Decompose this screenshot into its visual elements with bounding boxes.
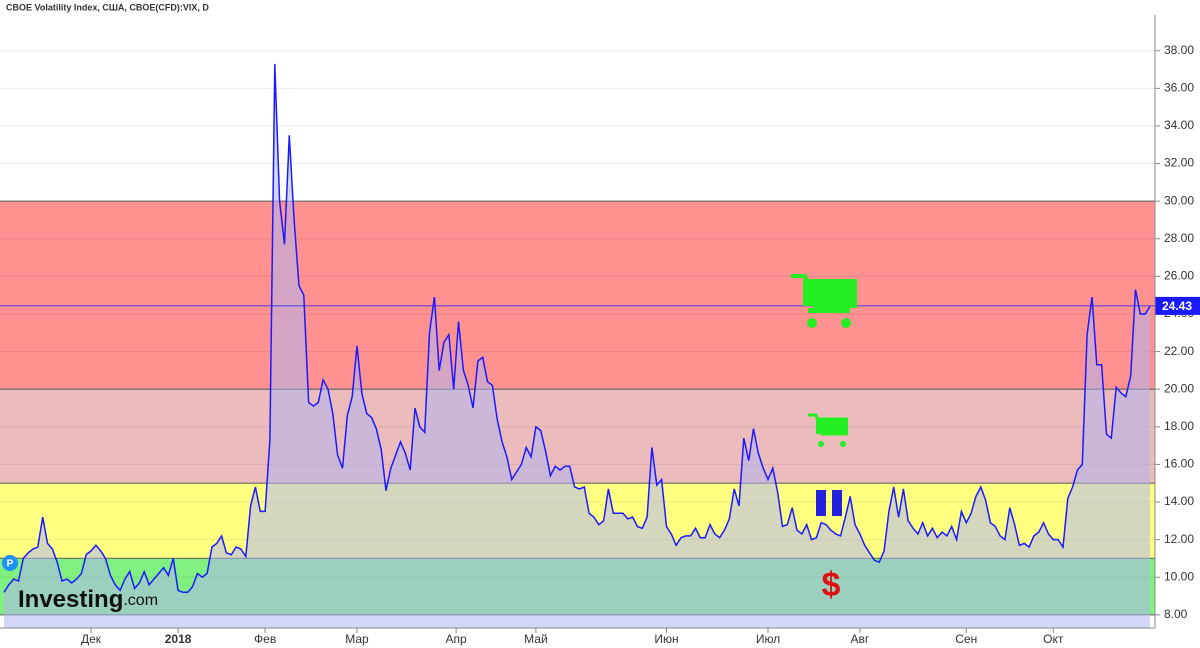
y-tick-label: 14.00 — [1164, 494, 1194, 508]
x-tick-label: Дек — [81, 632, 102, 646]
x-tick-label: Сен — [955, 632, 977, 646]
y-tick-label: 26.00 — [1164, 269, 1194, 283]
cart-icon-large — [791, 274, 857, 328]
y-tick-label: 34.00 — [1164, 118, 1194, 132]
x-tick-label: Июн — [654, 632, 678, 646]
x-tick-label: Июл — [756, 632, 780, 646]
y-tick-label: 32.00 — [1164, 156, 1194, 170]
dollar-icon: $ — [822, 566, 841, 604]
logo-suffix: .com — [123, 592, 158, 609]
band — [0, 201, 1155, 390]
marker-label: P — [7, 559, 14, 570]
x-tick-label: 2018 — [165, 632, 192, 646]
chart-title: CBOE Volatility Index, США, CBOE(CFD):VI… — [6, 2, 209, 12]
x-tick-label: Май — [524, 632, 548, 646]
y-tick-label: 8.00 — [1164, 607, 1188, 621]
pause-icon — [816, 490, 842, 516]
band — [0, 389, 1155, 484]
y-tick-label: 36.00 — [1164, 81, 1194, 95]
marker-badge — [2, 555, 18, 571]
logo: Investing.com — [18, 586, 158, 613]
x-tick-label: Авг — [850, 632, 869, 646]
cart-icon-small — [808, 413, 848, 447]
y-tick-label: 12.00 — [1164, 532, 1194, 546]
y-tick-label: 30.00 — [1164, 193, 1194, 207]
plot: 24.43 — [0, 63, 1200, 628]
last-value-label: 24.43 — [1162, 299, 1192, 313]
x-tick-label: Мар — [345, 632, 369, 646]
x-tick-label: Окт — [1043, 632, 1064, 646]
y-tick-label: 28.00 — [1164, 231, 1194, 245]
logo-main: Investing — [18, 586, 123, 613]
x-tick-label: Апр — [446, 632, 468, 646]
grid: 8.00 10.00 12.00 14.00 16.00 18.00 20.00 22.00 2… — [0, 43, 1194, 646]
area-fill — [4, 63, 1150, 628]
x-tick-label: Фев — [254, 632, 276, 646]
last-value-badge — [1155, 296, 1200, 315]
y-tick-label: 38.00 — [1164, 43, 1194, 57]
y-tick-label: 10.00 — [1164, 569, 1194, 583]
y-tick-label: 16.00 — [1164, 457, 1194, 471]
y-tick-label: 18.00 — [1164, 419, 1194, 433]
line — [3, 63, 1151, 594]
y-tick-label: 22.00 — [1164, 344, 1194, 358]
y-tick-label: 20.00 — [1164, 381, 1194, 395]
